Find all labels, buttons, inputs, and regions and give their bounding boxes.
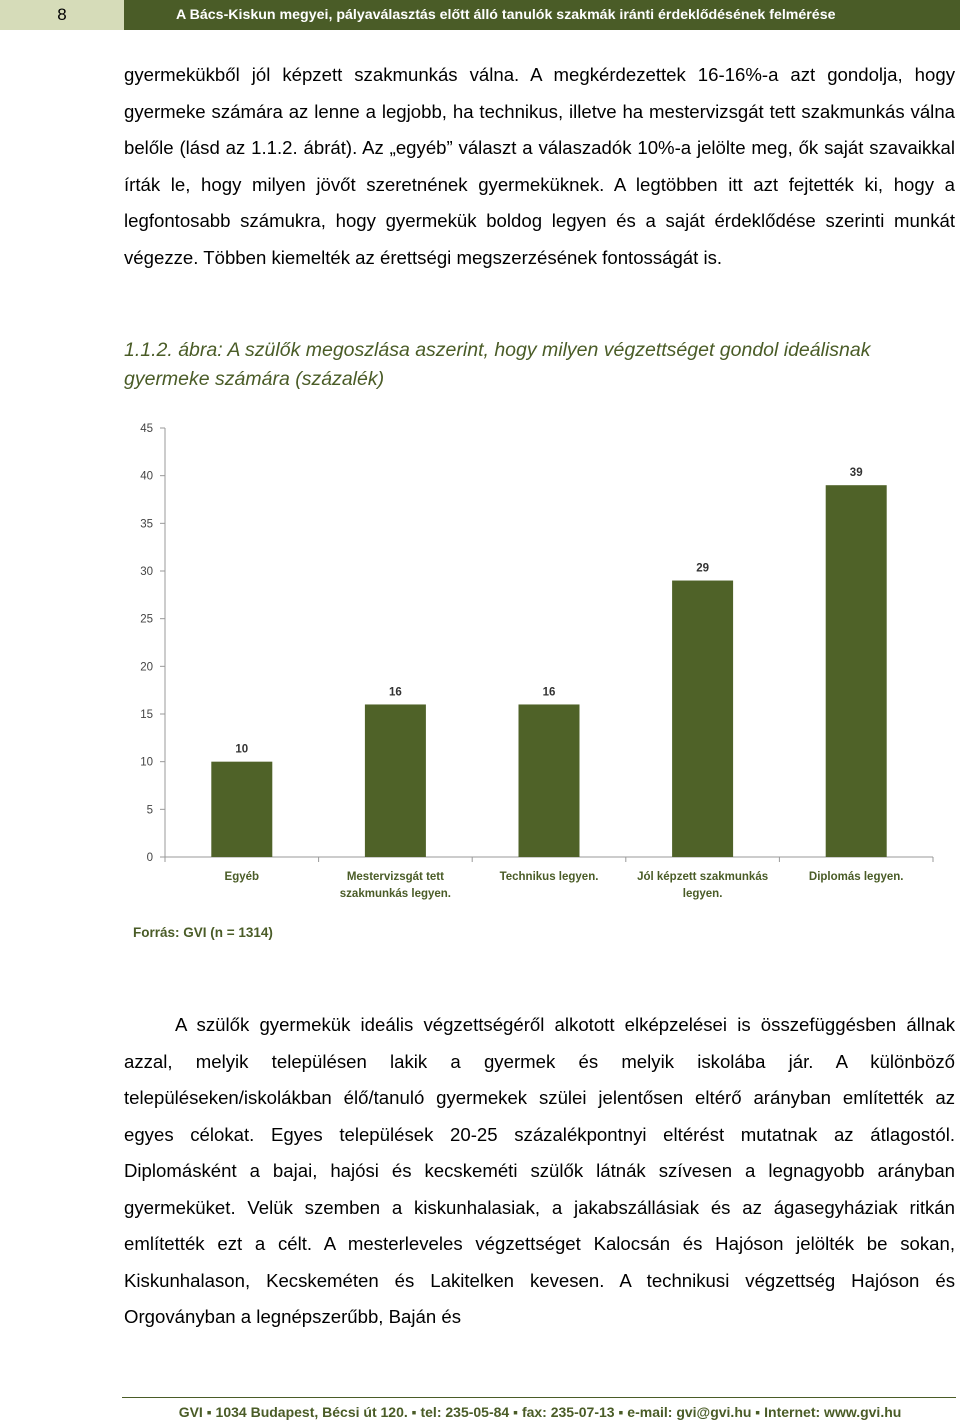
y-tick-label: 30 [140,566,153,578]
footer-divider [122,1397,956,1398]
page-number: 8 [0,0,124,30]
bar-chart: 0 5 10 15 20 25 30 35 40 45 10 16 16 29 39 Egyéb Meste… [140,423,934,900]
category-label-line: Technikus legyen. [500,871,599,883]
category-label: Technikus legyen. [500,871,599,883]
data-label: 10 [235,744,248,756]
category-label-line: Egyéb [225,871,260,883]
y-tick-label: 15 [140,709,153,721]
category-labels: Egyéb Mestervizsgát tett szakmunkás legyen… [225,871,904,900]
y-tick-label: 20 [140,661,153,673]
data-label: 16 [543,686,556,698]
category-label-line: Diplomás legyen. [809,871,904,883]
bar [518,704,580,857]
page-footer: GVI ▪ 1034 Budapest, Bécsi út 120. ▪ tel… [178,1404,902,1420]
value-labels: 10 16 16 29 39 [235,467,862,755]
header-title: A Bács-Kiskun megyei, pályaválasztás elő… [176,7,836,23]
category-label: Mestervizsgát tett szakmunkás legyen. [340,871,451,900]
bar [825,485,887,857]
category-label-line: szakmunkás legyen. [340,888,451,900]
chart-bars [211,485,887,857]
bar [211,761,273,857]
bar [672,580,734,857]
bar [364,704,426,857]
category-label: Diplomás legyen. [809,871,904,883]
source-note: Forrás: GVI (n = 1314) [133,925,273,940]
y-tick-label: 5 [147,804,153,816]
y-tick-label: 45 [140,423,153,435]
paragraph-2: A szülők gyermekük ideális végzettségérő… [124,1014,955,1327]
y-tick-label: 10 [140,757,153,769]
category-label: Egyéb [225,871,260,883]
y-axis-ticks: 0 5 10 15 20 25 30 35 40 45 [140,423,165,864]
page-header: 8 A Bács-Kiskun megyei, pályaválasztás e… [0,0,960,30]
data-label: 29 [696,563,709,575]
data-label: 39 [850,467,863,479]
category-label-line: legyen. [683,888,723,900]
data-label: 16 [389,686,402,698]
y-tick-label: 35 [140,518,153,530]
y-tick-label: 0 [147,852,153,864]
category-label: Jól képzett szakmunkás legyen. [637,871,768,900]
paragraph-1: gyermekükből jól képzett szakmunkás váln… [124,64,955,268]
y-tick-label: 25 [140,614,153,626]
category-label-line: Mestervizsgát tett [347,871,444,883]
figure-caption: 1.1.2. ábra: A szülők megoszlása aszerin… [124,339,871,390]
category-label-line: Jól képzett szakmunkás [637,871,768,883]
y-tick-label: 40 [140,471,153,483]
